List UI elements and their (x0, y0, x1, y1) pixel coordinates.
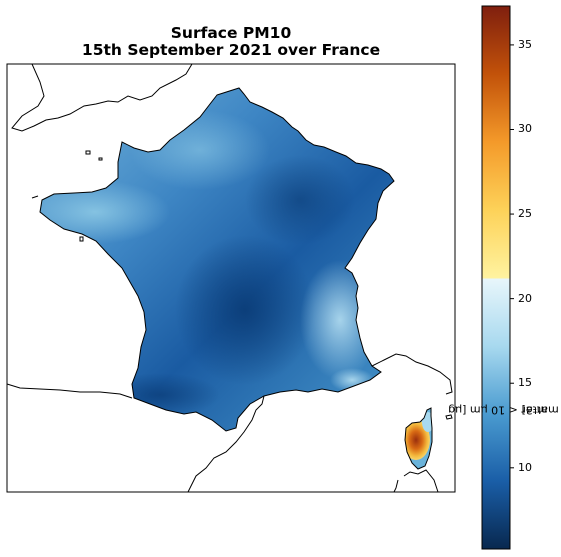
coastlines (6, 63, 453, 493)
colorbar (481, 5, 514, 550)
colorbar-tick-label: 30 (518, 122, 532, 136)
map-title-line1: Surface PM10 (170, 24, 292, 42)
colorbar-tick-label: 15 (518, 376, 532, 390)
colorbar-tick-label: 35 (518, 37, 532, 51)
colorbar-tick-label: 10 (518, 460, 532, 474)
colorbar-tick-label: 25 (518, 207, 532, 221)
colorbar-tick-label: 20 (518, 291, 532, 305)
map-frame (6, 63, 456, 493)
map-title-line2: 15th September 2021 over France (81, 41, 381, 59)
colorbar-gradient (481, 5, 511, 550)
colorbar-label-line2: m-3] (521, 403, 548, 417)
